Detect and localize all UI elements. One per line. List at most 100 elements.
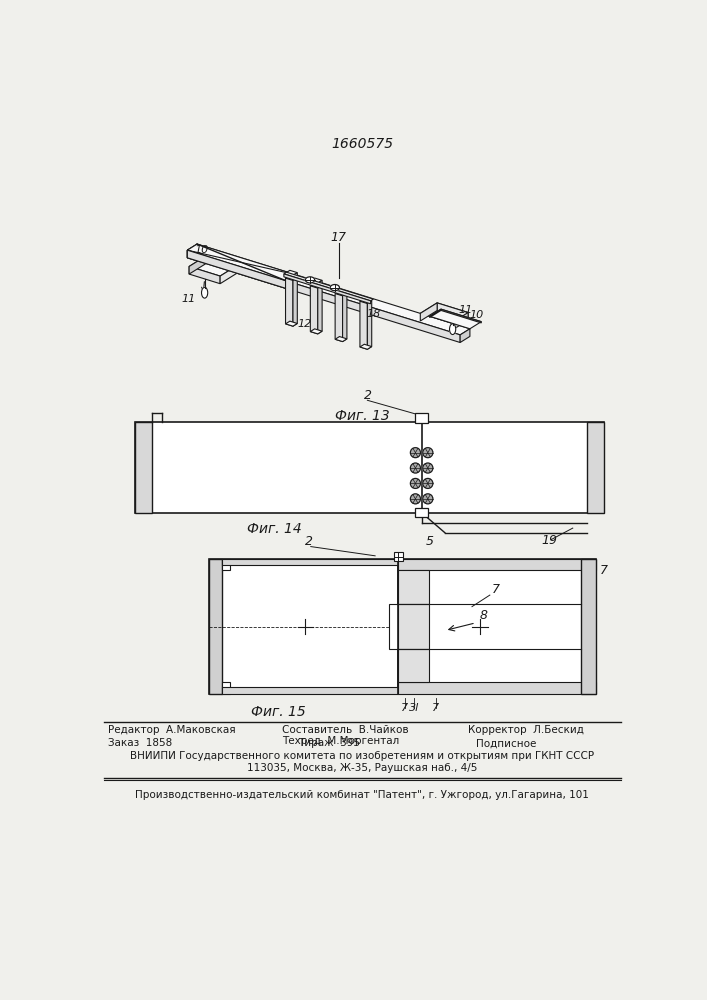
Polygon shape xyxy=(293,273,298,280)
Text: Подписное: Подписное xyxy=(476,738,536,748)
Bar xyxy=(580,559,596,694)
Ellipse shape xyxy=(423,463,433,473)
Bar xyxy=(416,413,428,423)
Text: 11: 11 xyxy=(459,305,473,315)
Ellipse shape xyxy=(330,285,339,291)
Text: 8: 8 xyxy=(480,609,488,622)
Polygon shape xyxy=(286,321,298,326)
Text: Фиг. 13: Фиг. 13 xyxy=(334,409,390,423)
Polygon shape xyxy=(317,280,322,288)
Text: Тираж  395: Тираж 395 xyxy=(298,738,360,748)
Text: 19: 19 xyxy=(542,534,558,546)
Text: 12: 12 xyxy=(297,319,311,329)
Text: 1660575: 1660575 xyxy=(331,137,393,151)
Text: Редактор  А.Маковская: Редактор А.Маковская xyxy=(107,725,235,735)
Text: 2: 2 xyxy=(363,389,371,402)
Text: Заказ  1858: Заказ 1858 xyxy=(107,738,172,748)
Polygon shape xyxy=(286,270,298,275)
Bar xyxy=(209,559,223,694)
Bar xyxy=(416,508,428,517)
Polygon shape xyxy=(451,312,468,331)
Text: Составитель  В.Чайков: Составитель В.Чайков xyxy=(282,725,409,735)
Polygon shape xyxy=(420,303,437,321)
FancyArrowPatch shape xyxy=(201,282,206,292)
Polygon shape xyxy=(360,344,372,349)
Bar xyxy=(135,422,604,513)
Polygon shape xyxy=(335,294,343,342)
Polygon shape xyxy=(420,303,468,323)
Bar xyxy=(587,422,604,513)
Polygon shape xyxy=(187,250,296,281)
Bar xyxy=(223,559,230,570)
Bar xyxy=(398,682,596,694)
Polygon shape xyxy=(284,274,370,304)
Ellipse shape xyxy=(305,277,315,283)
Text: 11: 11 xyxy=(182,294,196,304)
Text: 10: 10 xyxy=(469,310,484,320)
Bar xyxy=(398,649,429,682)
Polygon shape xyxy=(335,337,347,342)
Text: Фиг. 15: Фиг. 15 xyxy=(251,705,305,719)
Polygon shape xyxy=(360,299,372,304)
Bar xyxy=(398,570,429,604)
Polygon shape xyxy=(286,275,298,280)
Ellipse shape xyxy=(410,478,421,488)
Bar xyxy=(209,559,398,694)
Text: 17: 17 xyxy=(331,231,346,244)
Polygon shape xyxy=(335,291,347,296)
Text: Корректор  Л.Бескид: Корректор Л.Бескид xyxy=(468,725,584,735)
Polygon shape xyxy=(189,256,237,276)
Text: 7: 7 xyxy=(401,703,408,713)
Ellipse shape xyxy=(410,494,421,504)
Text: Техред  М.Моргентал: Техред М.Моргентал xyxy=(282,736,399,746)
Text: 5: 5 xyxy=(426,535,433,548)
Polygon shape xyxy=(189,266,220,284)
Polygon shape xyxy=(187,244,197,258)
Polygon shape xyxy=(310,329,322,334)
Bar xyxy=(135,422,152,513)
Ellipse shape xyxy=(410,448,421,458)
Ellipse shape xyxy=(450,324,456,335)
Polygon shape xyxy=(317,285,322,334)
Bar xyxy=(398,559,596,570)
Ellipse shape xyxy=(423,494,433,504)
Polygon shape xyxy=(189,256,206,274)
Bar xyxy=(398,604,429,649)
Polygon shape xyxy=(286,278,293,326)
Text: Фиг. 14: Фиг. 14 xyxy=(247,522,302,536)
Polygon shape xyxy=(343,293,347,342)
Text: Производственно-издательский комбинат "Патент", г. Ужгород, ул.Гагарина, 101: Производственно-издательский комбинат "П… xyxy=(135,790,589,800)
Polygon shape xyxy=(441,309,481,323)
Text: 3l: 3l xyxy=(409,703,419,713)
Ellipse shape xyxy=(423,448,433,458)
Text: 7: 7 xyxy=(491,583,499,596)
Polygon shape xyxy=(430,309,481,329)
Text: ВНИИПИ Государственного комитета по изобретениям и открытиям при ГКНТ СССР: ВНИИПИ Государственного комитета по изоб… xyxy=(130,751,594,761)
Polygon shape xyxy=(187,250,460,342)
Ellipse shape xyxy=(423,478,433,488)
Polygon shape xyxy=(437,303,468,320)
Text: 7: 7 xyxy=(432,703,439,713)
Polygon shape xyxy=(310,283,322,288)
Text: 113035, Москва, Ж-35, Раушская наб., 4/5: 113035, Москва, Ж-35, Раушская наб., 4/5 xyxy=(247,763,477,773)
Text: 2: 2 xyxy=(305,535,313,548)
Polygon shape xyxy=(286,273,293,280)
Polygon shape xyxy=(187,250,286,289)
Polygon shape xyxy=(360,301,368,349)
Polygon shape xyxy=(430,309,441,318)
Polygon shape xyxy=(187,244,470,335)
Ellipse shape xyxy=(201,287,208,298)
Polygon shape xyxy=(187,244,296,281)
Bar xyxy=(394,552,403,561)
Polygon shape xyxy=(284,272,373,301)
Text: 10: 10 xyxy=(195,245,209,255)
Polygon shape xyxy=(460,329,470,342)
Polygon shape xyxy=(310,281,317,288)
Polygon shape xyxy=(220,266,237,284)
Polygon shape xyxy=(293,278,298,326)
Polygon shape xyxy=(368,301,372,349)
Bar xyxy=(223,682,230,694)
Text: 18: 18 xyxy=(366,309,380,319)
Bar xyxy=(223,687,398,694)
Ellipse shape xyxy=(410,463,421,473)
